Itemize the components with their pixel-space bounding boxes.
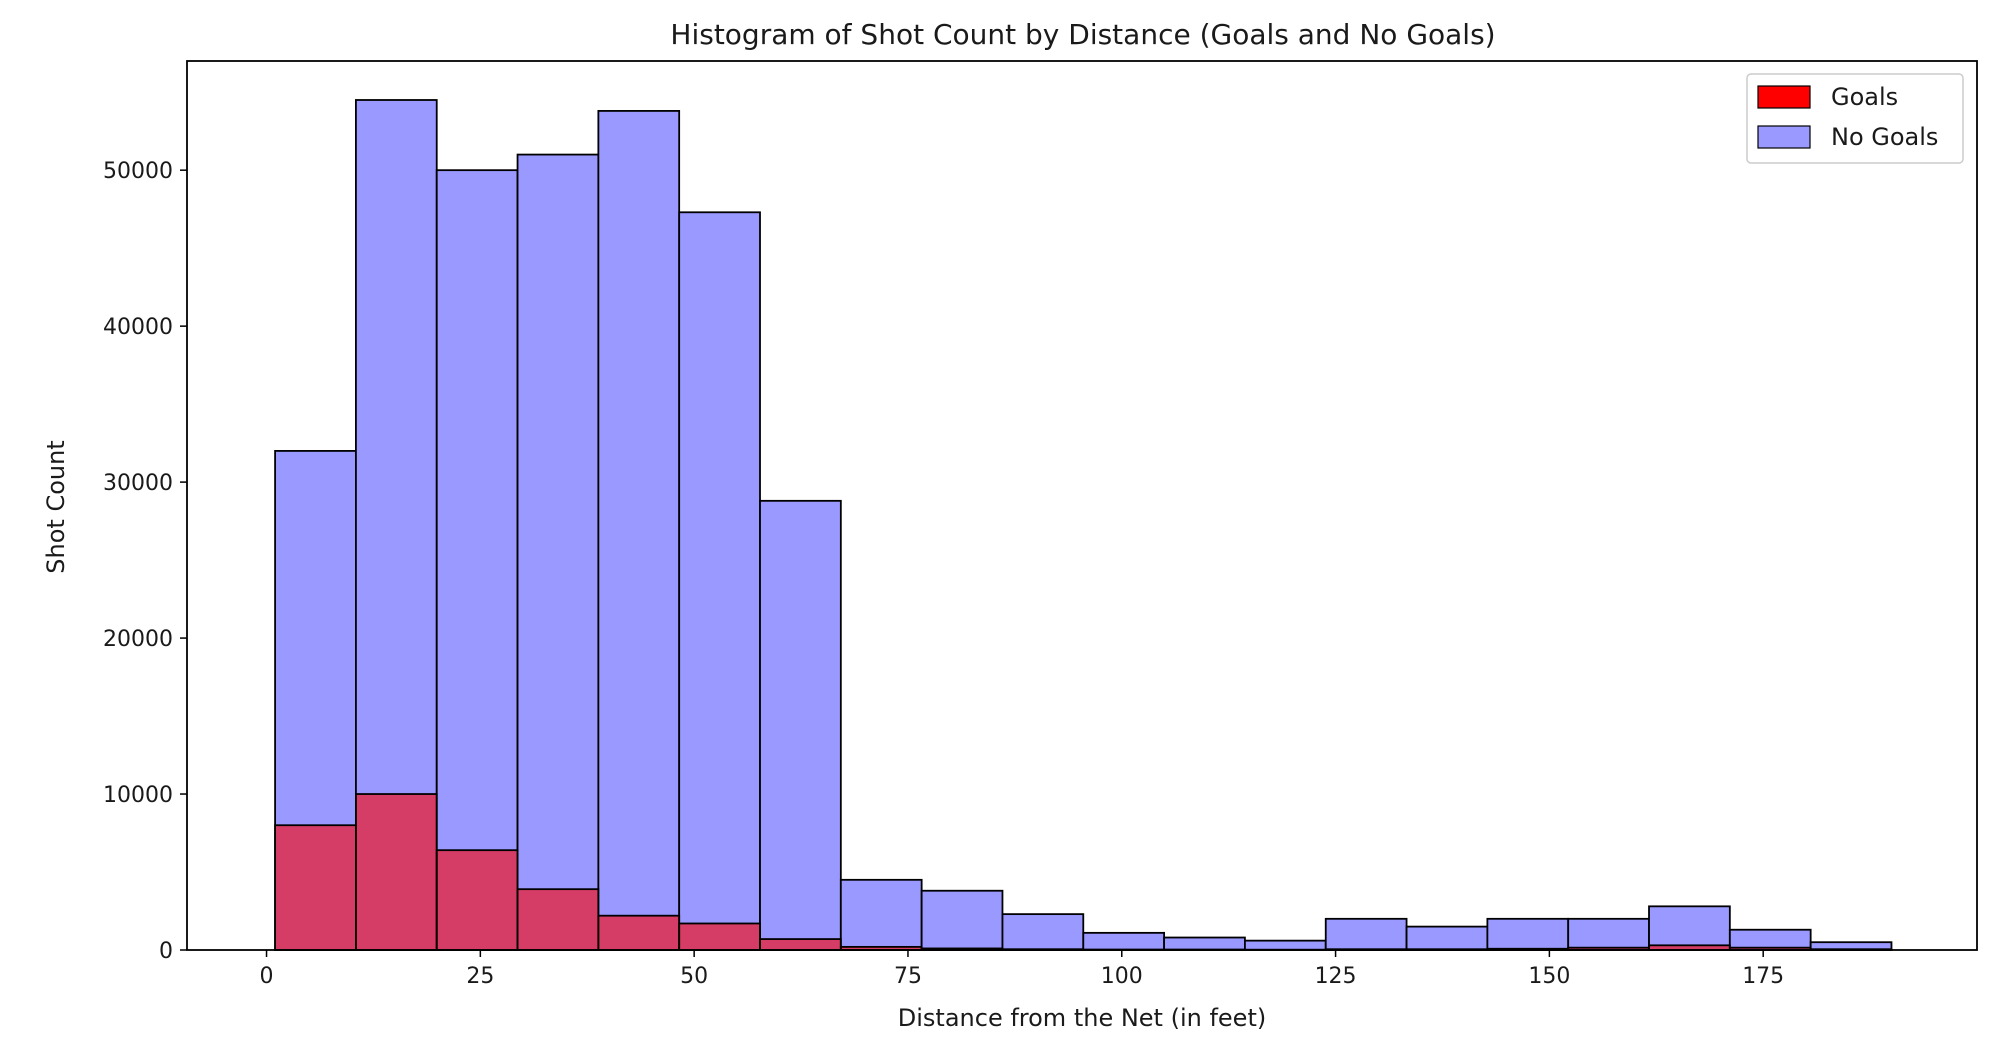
no-goals-bar [516, 153, 600, 951]
y-tick-label: 40000 [103, 315, 173, 340]
no-goals-bar [1324, 917, 1408, 951]
no-goals-bar [839, 878, 923, 951]
goals-bar [355, 793, 438, 951]
x-tick-label: 25 [466, 964, 494, 989]
no-goals-bar [759, 499, 842, 951]
y-tick-label: 10000 [103, 783, 173, 808]
plot-frame [186, 60, 1978, 951]
no-goals-bar [1001, 913, 1085, 951]
y-tick-label: 0 [159, 939, 173, 964]
no-goals-bar [597, 110, 681, 951]
no-goals-bar [1648, 905, 1731, 951]
y-tick-label: 20000 [103, 627, 173, 652]
x-tick-label: 75 [894, 964, 922, 989]
no-goals-bar [1163, 936, 1246, 951]
no-goals-bar [920, 889, 1004, 951]
no-goals-bar [1567, 917, 1650, 951]
y-tick-label: 30000 [103, 471, 173, 496]
goals-bar [435, 849, 519, 951]
goals-bar [597, 914, 681, 951]
y-axis-label: Shot Count [42, 440, 70, 573]
legend: Goals No Goals [1746, 73, 1964, 164]
goals-bar [274, 824, 357, 951]
goals-bar [759, 938, 842, 951]
x-tick-label: 175 [1742, 964, 1784, 989]
no-goals-bar [678, 211, 761, 951]
legend-label-no-goals: No Goals [1831, 123, 1938, 151]
x-tick-label: 0 [260, 964, 274, 989]
x-tick-label: 150 [1528, 964, 1570, 989]
no-goals-bar [1082, 931, 1166, 951]
no-goals-bar [1405, 925, 1489, 951]
x-axis-label: Distance from the Net (in feet) [898, 1004, 1266, 1032]
no-goals-bars [274, 99, 1893, 951]
no-goals-bar [1486, 917, 1570, 951]
x-axis-ticks: 0 25 50 75 100 125 150 175 [260, 950, 1784, 989]
y-axis-ticks: 0 10000 20000 30000 40000 50000 [103, 159, 187, 964]
goals-bar [516, 888, 600, 951]
y-tick-label: 50000 [103, 159, 173, 184]
chart-title: Histogram of Shot Count by Distance (Goa… [670, 18, 1495, 51]
no-goals-bar [435, 169, 519, 951]
legend-swatch-no-goals [1757, 125, 1811, 149]
legend-label-goals: Goals [1831, 83, 1898, 111]
x-tick-label: 100 [1101, 964, 1143, 989]
x-tick-label: 125 [1315, 964, 1357, 989]
goals-bar [678, 922, 761, 951]
no-goals-bar [1244, 939, 1327, 951]
goals-bars [274, 793, 1893, 951]
x-tick-label: 50 [680, 964, 708, 989]
legend-swatch-goals [1757, 85, 1811, 109]
